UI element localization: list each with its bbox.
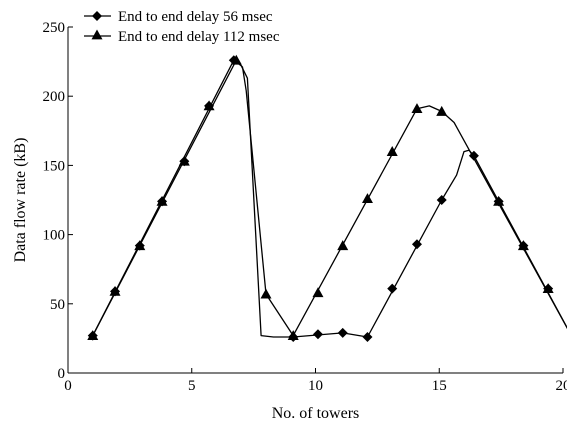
triangle-marker-112ms <box>134 240 146 251</box>
triangle-marker-112ms <box>337 240 349 251</box>
diamond-marker-56ms <box>436 195 447 205</box>
triangle-marker-112ms <box>87 330 99 341</box>
triangle-marker-112ms <box>109 285 121 296</box>
triangle-marker-112ms <box>260 288 272 299</box>
triangle-marker-112ms <box>361 193 373 204</box>
triangle-marker-112ms <box>287 330 299 341</box>
legend-diamond-marker <box>92 11 102 21</box>
diamond-marker-56ms <box>387 283 398 294</box>
triangle-marker-112ms <box>230 54 242 65</box>
y-tick-label: 50 <box>50 297 65 313</box>
triangle-marker-112ms <box>386 146 398 156</box>
triangle-marker-112ms <box>203 100 215 111</box>
y-axis-ticks: 0 50 100 150 200 250 <box>43 20 73 382</box>
diamond-marker-56ms <box>362 332 373 343</box>
x-axis-ticks: 0 5 10 15 20 <box>64 368 567 394</box>
series-layer <box>87 54 567 343</box>
triangle-marker-112ms <box>436 105 448 116</box>
axes <box>67 27 563 374</box>
triangle-marker-112ms <box>178 155 190 166</box>
diamond-marker-56ms <box>337 327 348 338</box>
y-tick-label: 100 <box>43 228 66 244</box>
x-tick-label: 20 <box>556 378 567 394</box>
x-tick-label: 0 <box>64 378 72 394</box>
legend-item-112ms: End to end delay 112 msec <box>84 29 280 45</box>
legend-triangle-marker <box>91 29 103 40</box>
triangle-marker-112ms <box>156 195 168 206</box>
diamond-marker-56ms <box>411 239 422 250</box>
x-tick-label: 15 <box>432 378 447 394</box>
legend: End to end delay 56 msec End to end dela… <box>84 9 280 45</box>
y-tick-label: 200 <box>43 89 66 105</box>
y-axis-title: Data flow rate (kB) <box>12 138 29 263</box>
triangle-marker-112ms <box>312 287 324 298</box>
legend-label-112ms: End to end delay 112 msec <box>118 29 280 45</box>
diamond-marker-56ms <box>312 329 323 340</box>
x-axis-title: No. of towers <box>272 405 360 422</box>
triangle-marker-112ms <box>542 283 554 293</box>
y-tick-label: 250 <box>43 20 66 36</box>
legend-item-56ms: End to end delay 56 msec <box>84 9 273 25</box>
y-tick-label: 0 <box>58 366 66 382</box>
triangle-marker-112ms <box>517 240 529 251</box>
triangle-marker-112ms <box>411 103 423 114</box>
legend-label-56ms: End to end delay 56 msec <box>118 9 273 25</box>
x-tick-label: 10 <box>308 378 323 394</box>
triangle-marker-112ms <box>493 195 505 206</box>
x-tick-label: 5 <box>188 378 196 394</box>
y-tick-label: 150 <box>43 158 66 174</box>
